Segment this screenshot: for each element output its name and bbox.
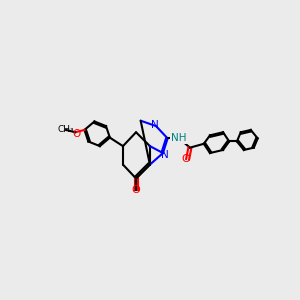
Text: N: N <box>151 119 158 130</box>
Text: NH: NH <box>171 134 187 143</box>
Text: CH₃: CH₃ <box>58 125 74 134</box>
Text: O: O <box>181 154 190 164</box>
Text: N: N <box>161 150 168 160</box>
Text: O: O <box>132 185 140 195</box>
Text: O: O <box>73 129 81 139</box>
